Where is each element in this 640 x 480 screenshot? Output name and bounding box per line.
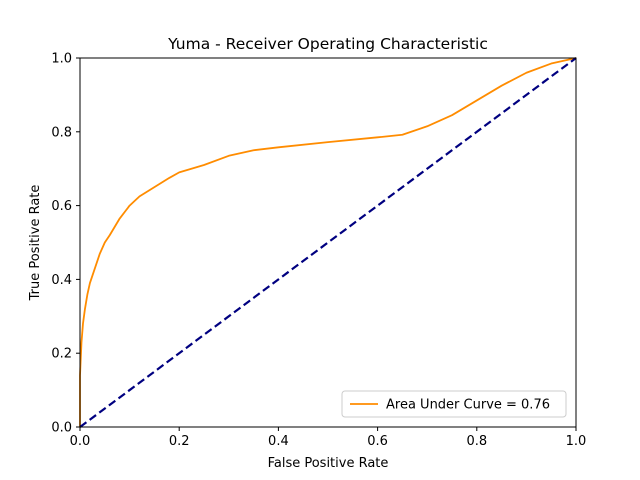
y-tick-label: 0.4 [51,273,72,288]
x-tick-label: 0.0 [70,434,91,449]
roc-curve-line [79,57,577,427]
legend-box [341,390,567,418]
y-tick-label: 0.8 [51,125,72,140]
y-axis-title: True Positive Rate [28,185,43,302]
plot-area [79,57,577,428]
axes: 0.0 0.2 0.4 0.6 0.8 1.0 0.0 0.2 0.4 0.6 0.8 1.0 [51,52,586,450]
x-tick-label: 0.8 [466,434,487,449]
y-tick-label: 1.0 [51,52,72,67]
y-tick-label: 0.6 [51,199,72,214]
y-tick-label: 0.2 [51,347,72,362]
x-axis-title: False Positive Rate [268,456,389,471]
x-tick-label: 1.0 [566,434,587,449]
x-tick-label: 0.4 [268,434,289,449]
chart-title: Yuma - Receiver Operating Characteristic [167,35,488,53]
plot-frame [79,57,577,428]
x-tick-label: 0.6 [367,434,388,449]
diagonal-reference-line [79,57,577,428]
legend: Area Under Curve = 0.76 [341,390,567,418]
legend-label: Area Under Curve = 0.76 [386,398,550,413]
y-tick-label: 0.0 [51,421,72,436]
x-tick-label: 0.2 [169,434,190,449]
